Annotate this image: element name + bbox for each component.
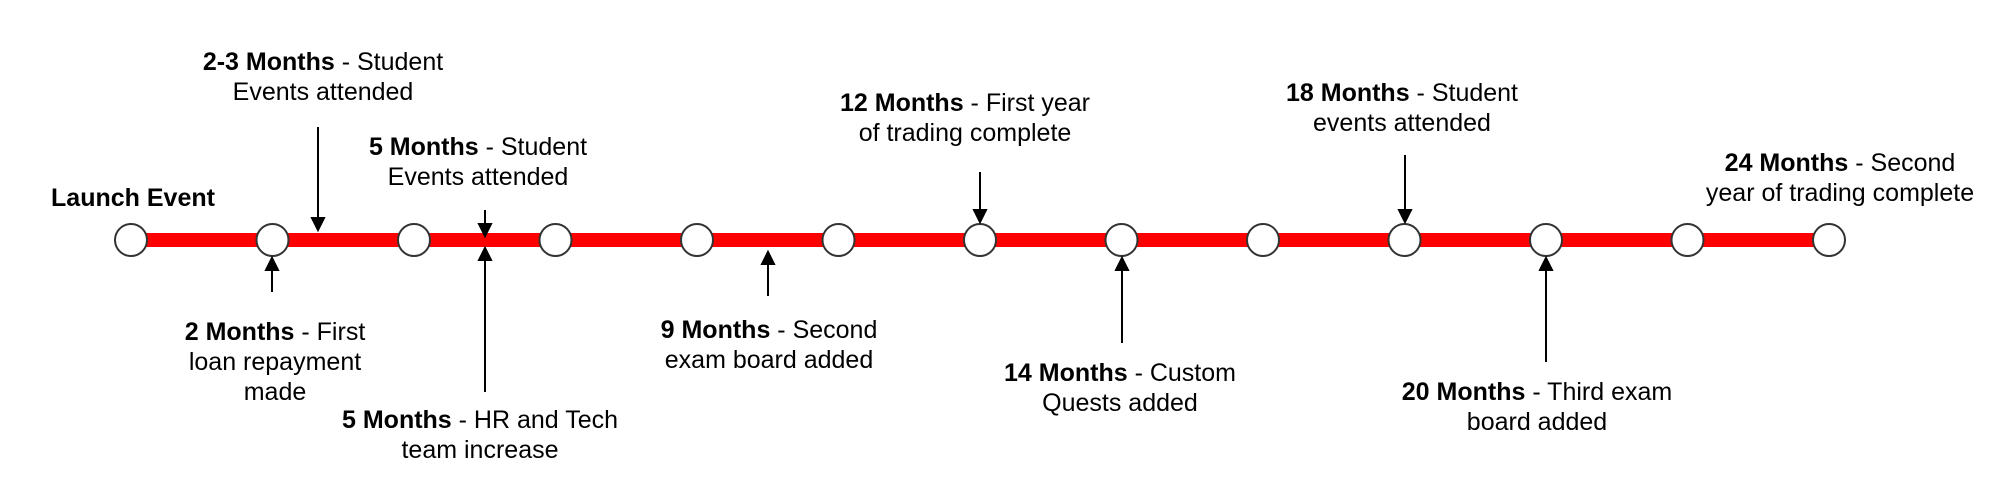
event-12-months: 12 Months - First year of trading comple… — [839, 89, 1091, 147]
event-5-months-hr: 5 Months - HR and Tech team increase — [341, 406, 619, 464]
event-14-months: 14 Months - Custom Quests added — [1004, 359, 1236, 417]
timeline-node — [680, 223, 714, 257]
timeline-node — [538, 223, 573, 257]
timeline-node — [1529, 223, 1563, 257]
timeline-node — [397, 223, 431, 257]
pointer-arrow — [760, 249, 776, 296]
event-18-months: 18 Months - Student events attended — [1285, 79, 1519, 137]
pointer-arrow — [1114, 255, 1130, 343]
timeline-node — [1812, 223, 1846, 257]
pointer-arrow — [1397, 155, 1413, 225]
event-2-3-months: 2-3 Months - Student Events attended — [202, 48, 444, 106]
pointer-arrow — [1538, 255, 1554, 362]
pointer-arrow — [477, 210, 493, 239]
timeline-node — [963, 223, 997, 257]
timeline-node — [255, 223, 290, 257]
timeline-node — [1387, 223, 1422, 257]
timeline-node — [114, 223, 148, 257]
timeline-node — [821, 223, 856, 257]
event-2-months: 2 Months - First loan repayment made — [184, 318, 366, 406]
timeline-node — [1104, 223, 1139, 257]
event-24-months: 24 Months - Second year of trading compl… — [1705, 149, 1975, 207]
timeline-node — [1246, 223, 1280, 257]
event-20-months: 20 Months - Third exam board added — [1401, 378, 1673, 436]
pointer-arrow — [972, 172, 988, 225]
pointer-arrow — [310, 127, 326, 233]
event-5-months-student: 5 Months - Student Events attended — [368, 133, 588, 191]
event-launch: Launch Event — [51, 184, 215, 212]
pointer-arrow — [477, 245, 493, 392]
pointer-arrow — [264, 255, 280, 292]
timeline-node — [1670, 223, 1705, 257]
event-9-months: 9 Months - Second exam board added — [660, 316, 878, 374]
